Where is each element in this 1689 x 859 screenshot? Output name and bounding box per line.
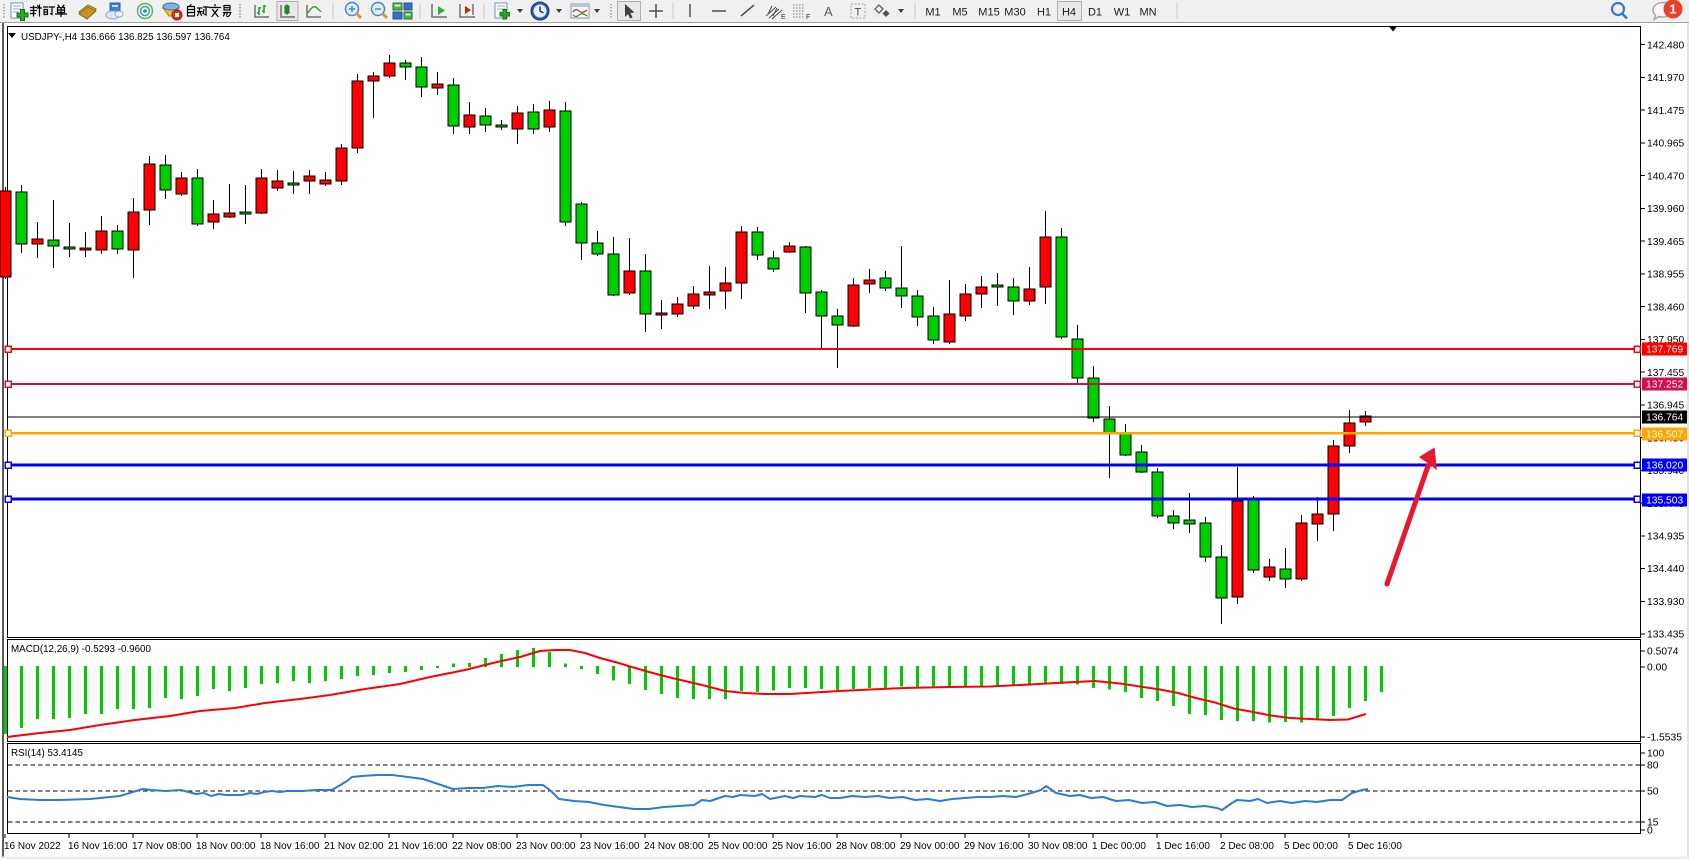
svg-text:H1: H1 [1037, 7, 1051, 19]
svg-text:21 Nov 16:00: 21 Nov 16:00 [388, 841, 448, 852]
svg-text:17 Nov 08:00: 17 Nov 08:00 [132, 841, 192, 852]
svg-text:137.950: 137.950 [1647, 335, 1684, 346]
svg-text:M5: M5 [952, 7, 967, 19]
svg-text:80: 80 [1647, 761, 1659, 772]
svg-text:USDJPY-,H4 136.666 136.825 13: USDJPY-,H4 136.666 136.825 136.597 136.7… [21, 32, 230, 43]
svg-text:0: 0 [1647, 826, 1653, 837]
svg-text:136.020: 136.020 [1646, 461, 1683, 472]
svg-text:E: E [781, 14, 786, 21]
svg-text:16 Nov 2022: 16 Nov 2022 [4, 841, 61, 852]
svg-text:134.440: 134.440 [1647, 564, 1684, 575]
svg-text:W1: W1 [1114, 7, 1131, 19]
svg-text:30 Nov 08:00: 30 Nov 08:00 [1028, 841, 1088, 852]
svg-text:5 Dec 00:00: 5 Dec 00:00 [1284, 841, 1338, 852]
svg-text:134.935: 134.935 [1647, 532, 1684, 543]
svg-text:137.252: 137.252 [1646, 380, 1683, 391]
svg-text:1: 1 [1669, 2, 1676, 17]
svg-text:F: F [806, 14, 810, 21]
svg-text:133.435: 133.435 [1647, 630, 1684, 641]
svg-text:142.480: 142.480 [1647, 40, 1684, 51]
svg-text:0.00: 0.00 [1647, 663, 1667, 674]
svg-text:RSI(14) 53.4145: RSI(14) 53.4145 [11, 748, 83, 759]
svg-text:141.970: 141.970 [1647, 73, 1684, 84]
svg-text:135.503: 135.503 [1646, 496, 1683, 507]
svg-text:1 Dec 16:00: 1 Dec 16:00 [1156, 841, 1210, 852]
svg-text:18 Nov 00:00: 18 Nov 00:00 [196, 841, 256, 852]
svg-text:139.465: 139.465 [1647, 237, 1684, 248]
svg-text:16 Nov 16:00: 16 Nov 16:00 [68, 841, 128, 852]
svg-text:138.460: 138.460 [1647, 302, 1684, 313]
svg-text:0.5074: 0.5074 [1647, 647, 1679, 658]
svg-text:18 Nov 16:00: 18 Nov 16:00 [260, 841, 320, 852]
svg-text:140.470: 140.470 [1647, 171, 1684, 182]
svg-text:21 Nov 02:00: 21 Nov 02:00 [324, 841, 384, 852]
svg-text:100: 100 [1647, 749, 1664, 760]
svg-text:1 Dec 00:00: 1 Dec 00:00 [1092, 841, 1146, 852]
svg-text:138.955: 138.955 [1647, 270, 1684, 281]
svg-text:136.764: 136.764 [1646, 413, 1683, 424]
svg-text:137.455: 137.455 [1647, 368, 1684, 379]
svg-text:M30: M30 [1004, 7, 1025, 19]
svg-text:MN: MN [1139, 7, 1156, 19]
svg-text:29 Nov 16:00: 29 Nov 16:00 [964, 841, 1024, 852]
svg-text:29 Nov 00:00: 29 Nov 00:00 [900, 841, 960, 852]
svg-text:140.965: 140.965 [1647, 139, 1684, 150]
svg-text:-1.5535: -1.5535 [1647, 733, 1682, 744]
svg-text:28 Nov 08:00: 28 Nov 08:00 [836, 841, 896, 852]
svg-text:5 Dec 16:00: 5 Dec 16:00 [1348, 841, 1402, 852]
svg-text:139.960: 139.960 [1647, 204, 1684, 215]
svg-text:M1: M1 [925, 7, 940, 19]
svg-text:A: A [824, 4, 833, 19]
svg-text:15: 15 [1647, 818, 1659, 829]
svg-text:25 Nov 00:00: 25 Nov 00:00 [708, 841, 768, 852]
svg-text:22 Nov 08:00: 22 Nov 08:00 [452, 841, 512, 852]
svg-text:H4: H4 [1062, 7, 1076, 19]
svg-text:T: T [855, 7, 862, 19]
svg-text:M15: M15 [978, 7, 999, 19]
svg-text:24 Nov 08:00: 24 Nov 08:00 [644, 841, 704, 852]
svg-text:23 Nov 00:00: 23 Nov 00:00 [516, 841, 576, 852]
svg-text:133.930: 133.930 [1647, 597, 1684, 608]
svg-text:136.507: 136.507 [1646, 430, 1683, 441]
svg-text:25 Nov 16:00: 25 Nov 16:00 [772, 841, 832, 852]
svg-text:50: 50 [1647, 787, 1659, 798]
svg-text:141.475: 141.475 [1647, 106, 1684, 117]
svg-text:23 Nov 16:00: 23 Nov 16:00 [580, 841, 640, 852]
svg-text:D1: D1 [1088, 7, 1102, 19]
svg-text:137.769: 137.769 [1646, 345, 1683, 356]
svg-text:MACD(12,26,9) -0.5293 -0.9600: MACD(12,26,9) -0.5293 -0.9600 [11, 644, 152, 655]
svg-text:136.945: 136.945 [1647, 401, 1684, 412]
svg-text:2 Dec 08:00: 2 Dec 08:00 [1220, 841, 1274, 852]
